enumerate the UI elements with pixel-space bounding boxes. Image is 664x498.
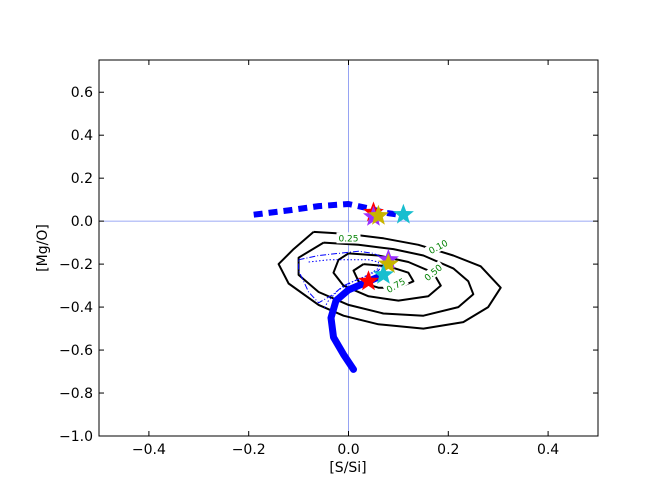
track-dashed-thick: [253, 201, 399, 218]
plot-area: 0.100.250.500.75: [99, 60, 598, 436]
y-tick-label: 0.6: [71, 85, 93, 101]
y-tick-label: 0.2: [71, 171, 93, 187]
track-solid-thick: [327, 273, 382, 373]
x-axis-label: [S/Si]: [329, 460, 366, 476]
contour-label-bg: [420, 260, 446, 285]
y-tick-label: −1.0: [59, 429, 93, 445]
x-tick-label: 0.2: [437, 442, 459, 458]
star-marker: [392, 203, 414, 224]
contour-label: 0.25: [338, 234, 358, 244]
contour-label-bg: [336, 232, 361, 244]
track-dashdot: [298, 250, 384, 304]
star-marker: [378, 253, 399, 273]
star-marker: [368, 204, 389, 225]
contour-line-0.25: [297, 241, 475, 317]
star-marker: [373, 263, 394, 284]
contour-line-0.50: [332, 252, 442, 302]
y-tick-label: −0.4: [59, 300, 93, 316]
contour-line-0.10: [277, 230, 502, 330]
star-marker: [358, 270, 379, 291]
y-tick-label: −0.6: [59, 343, 93, 359]
x-tick-label: −0.2: [232, 442, 266, 458]
x-tick-label: 0.4: [537, 442, 559, 458]
y-axis-label: [Mg/O]: [35, 224, 51, 272]
y-tick-label: 0.0: [71, 214, 93, 230]
contour-label-bg: [382, 274, 409, 296]
x-tick-label: 0.0: [337, 442, 359, 458]
x-tick-label: −0.4: [132, 442, 166, 458]
track-dotted: [308, 259, 379, 310]
contour-label-bg: [424, 235, 452, 257]
y-tick-label: 0.4: [71, 128, 93, 144]
y-tick-label: −0.8: [59, 386, 93, 402]
axis-ticks: −0.4 −0.2 0.0 0.2 0.4 −1.0 −0.8 −0.6 −0.4 −0.2 0.0…: [59, 60, 598, 458]
y-tick-label: −0.2: [59, 257, 93, 273]
